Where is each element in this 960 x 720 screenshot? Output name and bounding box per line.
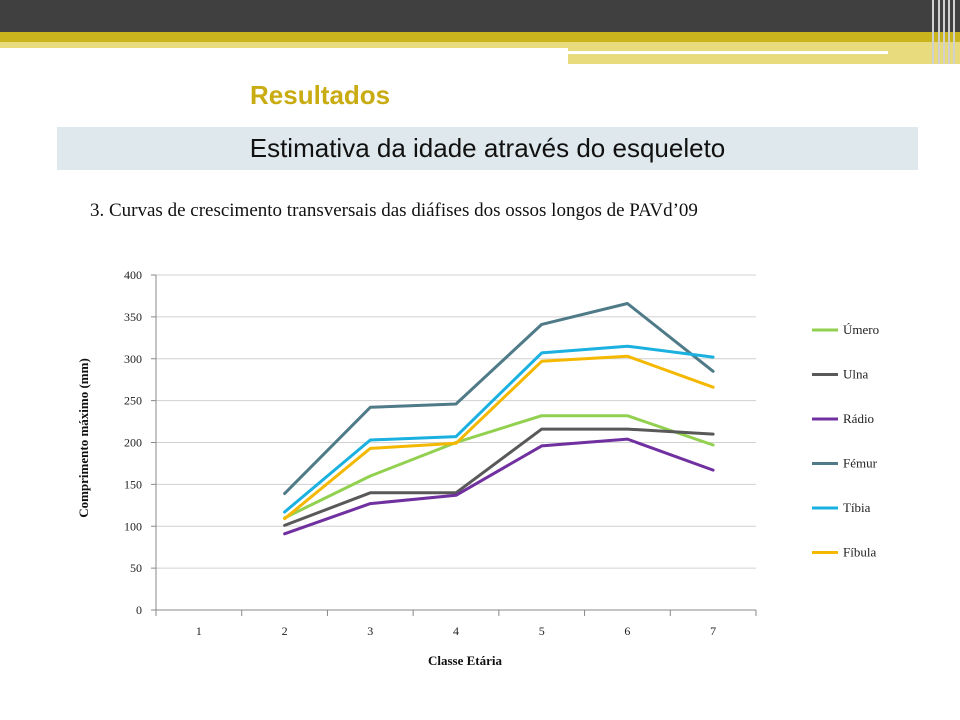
y-tick-label: 150: [124, 477, 142, 491]
accent-bar: [0, 32, 960, 42]
top-bar: [0, 0, 960, 32]
banner-title: Estimativa da idade através do esqueleto: [249, 133, 726, 163]
x-tick-label: 1: [196, 624, 202, 638]
y-tick-labels: 0 50 100 150 200 250 300 350 400: [124, 268, 142, 617]
series-lines: [283, 302, 715, 536]
y-axis-label: Comprimento máximo (mm): [76, 358, 91, 518]
legend-label: Rádio: [843, 411, 874, 426]
axes: [155, 275, 757, 616]
y-tick-label: 100: [124, 519, 142, 533]
y-tick-label: 0: [136, 603, 142, 617]
legend-label: Ulna: [843, 367, 869, 382]
x-tick-label: 3: [367, 624, 373, 638]
x-tick-label: 4: [453, 624, 459, 638]
accent-bar-light: [0, 42, 960, 48]
series-line-4: [283, 344, 715, 514]
series-line-5: [283, 354, 715, 521]
y-tick-label: 50: [130, 561, 142, 575]
y-tick-label: 250: [124, 394, 142, 408]
x-tick-labels: 1 2 3 4 5 6 7: [196, 624, 716, 638]
y-tick-label: 200: [124, 436, 142, 450]
decorative-stripes: [928, 0, 960, 64]
section-title: Resultados: [250, 80, 391, 110]
series-line-1: [283, 427, 715, 527]
title-banner: Estimativa da idade através do esqueleto: [57, 127, 918, 170]
legend-label: Tíbia: [843, 500, 871, 515]
legend-label: Fémur: [843, 456, 878, 471]
x-tick-label: 7: [710, 624, 716, 638]
x-tick-label: 6: [624, 624, 630, 638]
x-tick-label: 2: [282, 624, 288, 638]
series-line-2: [283, 437, 715, 536]
legend: Úmero Ulna Rádio Fémur Tíbia Fíbula: [812, 322, 879, 560]
series-line-0: [283, 414, 715, 520]
legend-label: Úmero: [843, 322, 879, 337]
legend-label: Fíbula: [843, 545, 876, 560]
x-axis-label: Classe Etária: [428, 653, 503, 668]
accent-line: [568, 51, 888, 54]
x-tick-label: 5: [539, 624, 545, 638]
series-line-3: [283, 302, 715, 496]
slide-subtitle: 3. Curvas de crescimento transversais da…: [90, 200, 698, 221]
y-tick-label: 300: [124, 352, 142, 366]
y-tick-label: 400: [124, 268, 142, 282]
y-tick-label: 350: [124, 310, 142, 324]
